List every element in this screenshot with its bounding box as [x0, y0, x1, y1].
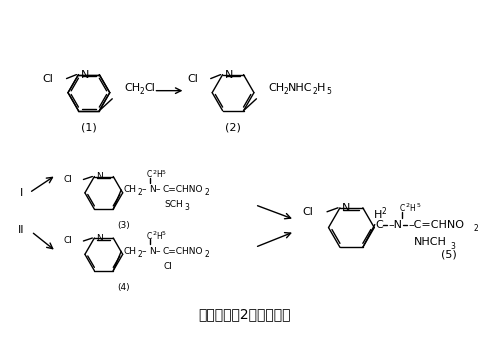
Text: 2: 2 — [312, 87, 317, 96]
Text: –: – — [156, 247, 161, 256]
Text: Cl: Cl — [187, 73, 198, 83]
Text: 5: 5 — [162, 231, 166, 236]
Text: N: N — [224, 70, 233, 80]
Text: Cl: Cl — [43, 73, 53, 83]
Text: CH: CH — [123, 185, 136, 194]
Text: Cl: Cl — [64, 175, 73, 184]
Text: (5): (5) — [441, 249, 457, 259]
Text: 5: 5 — [162, 169, 166, 175]
Text: 2: 2 — [406, 203, 410, 208]
Text: H: H — [156, 232, 162, 241]
Text: Cl: Cl — [144, 83, 155, 93]
Text: H: H — [317, 83, 325, 93]
Text: C: C — [147, 232, 152, 241]
Text: N: N — [97, 234, 103, 243]
Text: N: N — [149, 247, 156, 256]
Text: 5: 5 — [416, 203, 420, 208]
Text: N: N — [80, 70, 89, 80]
Text: 2: 2 — [137, 250, 142, 259]
Text: H: H — [374, 210, 382, 220]
Text: 2: 2 — [137, 188, 142, 197]
Text: 2: 2 — [382, 207, 387, 216]
Text: 烯啶虫胺的2条合成路线: 烯啶虫胺的2条合成路线 — [199, 307, 291, 321]
Text: 3: 3 — [450, 242, 455, 251]
Text: 2: 2 — [152, 231, 156, 236]
Text: SCH: SCH — [164, 200, 183, 209]
Text: CH: CH — [123, 247, 136, 256]
Text: C: C — [400, 204, 405, 213]
Text: CH: CH — [269, 83, 285, 93]
Text: 2: 2 — [205, 250, 210, 259]
Text: –: – — [141, 247, 146, 256]
Text: –N: –N — [389, 219, 403, 229]
Text: (2): (2) — [225, 122, 241, 132]
Text: H: H — [156, 170, 162, 179]
Text: (3): (3) — [117, 221, 130, 230]
Text: NHCH: NHCH — [414, 237, 446, 247]
Text: C: C — [376, 219, 384, 229]
Text: NHC: NHC — [288, 83, 313, 93]
Text: 3: 3 — [185, 203, 190, 212]
Text: 2: 2 — [473, 224, 478, 233]
Text: I: I — [20, 188, 23, 198]
Text: –: – — [156, 185, 161, 194]
Text: Cl: Cl — [302, 207, 313, 217]
Text: 2: 2 — [283, 87, 288, 96]
Text: II: II — [18, 225, 24, 235]
Text: CH: CH — [124, 83, 140, 93]
Text: 2: 2 — [152, 169, 156, 175]
Text: 2: 2 — [205, 188, 210, 197]
Text: Cl: Cl — [64, 236, 73, 246]
Text: C: C — [147, 170, 152, 179]
Text: (4): (4) — [118, 283, 130, 292]
Text: H: H — [410, 204, 416, 213]
Text: N: N — [149, 185, 156, 194]
Text: N: N — [342, 203, 350, 213]
Text: C=CHNO: C=CHNO — [163, 185, 203, 194]
Text: –: – — [141, 185, 146, 194]
Text: (1): (1) — [81, 122, 97, 132]
Text: N: N — [97, 172, 103, 181]
Text: –C=CHNO: –C=CHNO — [409, 219, 465, 229]
Text: 5: 5 — [326, 87, 331, 96]
Text: C=CHNO: C=CHNO — [163, 247, 203, 256]
Text: Cl: Cl — [164, 262, 173, 271]
Text: 2: 2 — [139, 87, 144, 96]
